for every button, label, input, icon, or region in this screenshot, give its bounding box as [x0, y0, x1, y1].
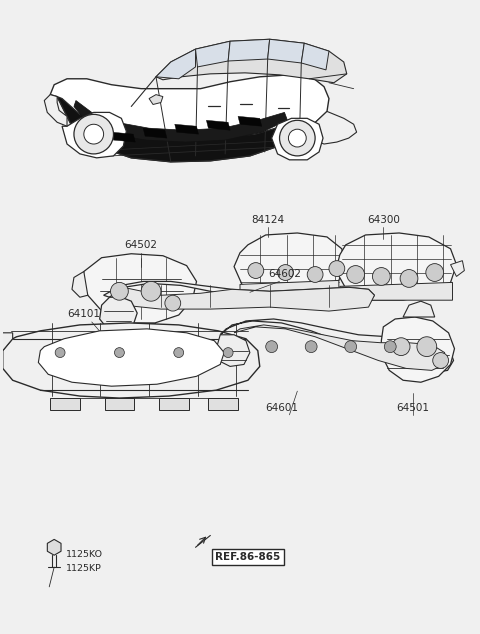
Circle shape [384, 340, 396, 353]
Polygon shape [175, 124, 199, 134]
Polygon shape [149, 94, 163, 105]
Circle shape [279, 120, 315, 156]
Circle shape [84, 124, 104, 144]
Polygon shape [104, 281, 374, 307]
Polygon shape [121, 323, 155, 333]
Text: 64602: 64602 [268, 269, 301, 280]
Circle shape [345, 340, 357, 353]
Circle shape [426, 264, 444, 281]
Polygon shape [159, 398, 189, 410]
Circle shape [277, 264, 293, 280]
Circle shape [55, 347, 65, 358]
Polygon shape [268, 39, 304, 63]
Text: REF.86-865: REF.86-865 [216, 552, 280, 562]
Text: 64300: 64300 [367, 215, 400, 225]
Polygon shape [44, 94, 67, 126]
Polygon shape [50, 398, 80, 410]
Polygon shape [340, 282, 453, 300]
Text: 1125KP: 1125KP [66, 564, 102, 573]
Polygon shape [105, 398, 134, 410]
Polygon shape [100, 297, 137, 331]
Text: 1125KO: 1125KO [66, 550, 103, 559]
Circle shape [400, 269, 418, 287]
Text: 84124: 84124 [251, 215, 284, 225]
Circle shape [392, 338, 410, 356]
Text: 64101: 64101 [67, 309, 100, 319]
Polygon shape [48, 540, 61, 555]
Circle shape [248, 262, 264, 278]
Polygon shape [50, 75, 329, 162]
Circle shape [74, 114, 113, 154]
Circle shape [110, 282, 128, 300]
Polygon shape [82, 254, 196, 323]
Polygon shape [156, 39, 347, 83]
Polygon shape [403, 301, 435, 317]
Polygon shape [272, 119, 323, 160]
Polygon shape [57, 96, 309, 162]
Polygon shape [228, 39, 270, 61]
Polygon shape [220, 319, 454, 372]
Polygon shape [74, 101, 288, 142]
Circle shape [372, 268, 390, 285]
Polygon shape [3, 323, 260, 398]
Polygon shape [143, 128, 167, 138]
Polygon shape [336, 233, 456, 300]
Text: 64502: 64502 [125, 240, 157, 250]
Polygon shape [309, 112, 357, 144]
Polygon shape [451, 261, 464, 276]
Polygon shape [234, 233, 345, 298]
Polygon shape [216, 335, 250, 366]
Polygon shape [72, 271, 88, 297]
Text: 64601: 64601 [265, 403, 298, 413]
Polygon shape [206, 120, 230, 130]
Polygon shape [109, 287, 374, 311]
Text: 64501: 64501 [396, 403, 430, 413]
Polygon shape [38, 329, 224, 386]
Polygon shape [381, 317, 455, 382]
Circle shape [165, 295, 180, 311]
Circle shape [329, 261, 345, 276]
Polygon shape [240, 280, 339, 298]
Circle shape [141, 281, 161, 301]
Circle shape [417, 337, 437, 356]
Polygon shape [0, 333, 12, 354]
Circle shape [305, 340, 317, 353]
Circle shape [307, 266, 323, 282]
Polygon shape [238, 117, 262, 126]
Polygon shape [111, 132, 135, 142]
Circle shape [174, 347, 184, 358]
Polygon shape [208, 398, 238, 410]
Circle shape [347, 266, 364, 283]
Polygon shape [156, 49, 195, 79]
Circle shape [288, 129, 306, 147]
Circle shape [114, 347, 124, 358]
Polygon shape [62, 112, 126, 158]
Circle shape [266, 340, 277, 353]
Polygon shape [234, 325, 444, 370]
Polygon shape [301, 43, 329, 70]
Circle shape [433, 353, 448, 368]
Circle shape [223, 347, 233, 358]
Polygon shape [195, 41, 230, 67]
